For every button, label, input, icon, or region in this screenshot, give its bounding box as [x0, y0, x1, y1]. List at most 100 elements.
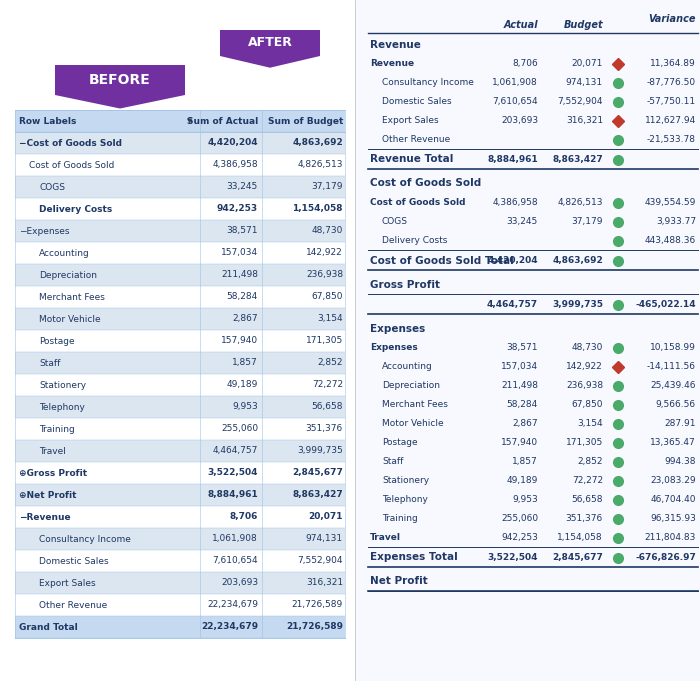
Bar	[15, 484, 345, 506]
Text: 316,321: 316,321	[566, 116, 603, 125]
Text: -676,826.97: -676,826.97	[635, 553, 696, 562]
Text: Revenue Total: Revenue Total	[370, 155, 454, 165]
Text: 20,071: 20,071	[309, 513, 343, 522]
Text: 211,498: 211,498	[501, 381, 538, 390]
Text: 157,034: 157,034	[221, 249, 258, 257]
Text: 157,940: 157,940	[501, 438, 538, 447]
Text: 236,938: 236,938	[566, 381, 603, 390]
Text: 203,693: 203,693	[501, 116, 538, 125]
Text: 236,938: 236,938	[306, 270, 343, 279]
Text: Consultancy Income: Consultancy Income	[39, 535, 131, 543]
Text: Stationery: Stationery	[382, 476, 429, 485]
Text: Cost of Goods Sold: Cost of Goods Sold	[370, 178, 482, 189]
Text: Postage: Postage	[382, 438, 418, 447]
Text: 4,464,757: 4,464,757	[487, 300, 538, 309]
Text: 56,658: 56,658	[571, 495, 603, 504]
Text: Cost of Goods Sold Total: Cost of Goods Sold Total	[370, 255, 514, 266]
Bar	[355, 0, 700, 681]
Text: −Cost of Goods Sold: −Cost of Goods Sold	[19, 138, 122, 148]
Text: 9,566.56: 9,566.56	[656, 400, 696, 409]
Text: 3,933.77: 3,933.77	[656, 217, 696, 226]
Text: 11,364.89: 11,364.89	[650, 59, 696, 68]
Text: 4,386,958: 4,386,958	[212, 161, 258, 170]
Text: Staff: Staff	[39, 358, 60, 368]
Text: 38,571: 38,571	[227, 227, 258, 236]
Text: Motor Vehicle: Motor Vehicle	[382, 419, 444, 428]
Bar	[15, 396, 345, 418]
Text: Row Labels: Row Labels	[19, 116, 76, 125]
Text: AFTER: AFTER	[248, 37, 293, 50]
Bar	[15, 154, 345, 176]
Text: 33,245: 33,245	[227, 183, 258, 191]
Text: Merchant Fees: Merchant Fees	[39, 293, 105, 302]
Text: 22,234,679: 22,234,679	[207, 601, 258, 609]
Text: 1,154,058: 1,154,058	[557, 533, 603, 542]
Text: ⊕Net Profit: ⊕Net Profit	[19, 490, 76, 499]
Text: COGS: COGS	[382, 217, 408, 226]
Bar	[15, 308, 345, 330]
Text: Expenses Total: Expenses Total	[370, 552, 458, 563]
Text: 439,554.59: 439,554.59	[645, 198, 696, 207]
Text: 72,272: 72,272	[572, 476, 603, 485]
Text: 287.91: 287.91	[664, 419, 696, 428]
Text: Other Revenue: Other Revenue	[39, 601, 107, 609]
Bar	[15, 550, 345, 572]
Text: 2,845,677: 2,845,677	[552, 553, 603, 562]
Text: Staff: Staff	[382, 457, 403, 466]
Text: 67,850: 67,850	[571, 400, 603, 409]
Text: Postage: Postage	[39, 336, 75, 345]
Bar	[15, 198, 345, 220]
Text: 4,420,204: 4,420,204	[207, 138, 258, 148]
Text: 58,284: 58,284	[227, 293, 258, 302]
Text: -87,776.50: -87,776.50	[647, 78, 696, 87]
Text: 2,845,677: 2,845,677	[292, 469, 343, 477]
Text: 8,863,427: 8,863,427	[293, 490, 343, 499]
Bar	[15, 220, 345, 242]
Text: 142,922: 142,922	[307, 249, 343, 257]
Bar	[15, 506, 345, 528]
Bar	[15, 528, 345, 550]
Bar	[15, 286, 345, 308]
Text: 443,488.36: 443,488.36	[645, 236, 696, 245]
Text: 8,863,427: 8,863,427	[552, 155, 603, 164]
Text: 2,852: 2,852	[318, 358, 343, 368]
Text: Telephony: Telephony	[382, 495, 428, 504]
Bar	[15, 594, 345, 616]
Text: 351,376: 351,376	[566, 514, 603, 523]
Text: Delivery Costs: Delivery Costs	[382, 236, 447, 245]
Text: 23,083.29: 23,083.29	[650, 476, 696, 485]
Polygon shape	[220, 56, 320, 67]
Bar	[15, 440, 345, 462]
Text: Merchant Fees: Merchant Fees	[382, 400, 448, 409]
Text: Grand Total: Grand Total	[19, 622, 78, 631]
Text: 4,420,204: 4,420,204	[487, 256, 538, 265]
Text: Depreciation: Depreciation	[382, 381, 440, 390]
Text: Net Profit: Net Profit	[370, 577, 428, 586]
Text: 3,154: 3,154	[578, 419, 603, 428]
Text: −Expenses: −Expenses	[19, 227, 69, 236]
Text: 3,999,735: 3,999,735	[298, 447, 343, 456]
Text: 4,863,692: 4,863,692	[293, 138, 343, 148]
Text: 56,658: 56,658	[312, 402, 343, 411]
Text: Telephony: Telephony	[39, 402, 85, 411]
Text: 316,321: 316,321	[306, 578, 343, 588]
Text: 8,706: 8,706	[512, 59, 538, 68]
Text: 1,154,058: 1,154,058	[293, 204, 343, 214]
Text: Accounting: Accounting	[39, 249, 90, 257]
Text: 22,234,679: 22,234,679	[201, 622, 258, 631]
Text: 10,158.99: 10,158.99	[650, 343, 696, 352]
Text: 171,305: 171,305	[566, 438, 603, 447]
Text: 21,726,589: 21,726,589	[292, 601, 343, 609]
Text: 72,272: 72,272	[312, 381, 343, 390]
Text: 37,179: 37,179	[571, 217, 603, 226]
Text: 3,522,504: 3,522,504	[487, 553, 538, 562]
Text: 1,061,908: 1,061,908	[212, 535, 258, 543]
Text: 48,730: 48,730	[572, 343, 603, 352]
Text: 211,804.83: 211,804.83	[645, 533, 696, 542]
Text: 2,852: 2,852	[578, 457, 603, 466]
Text: Export Sales: Export Sales	[382, 116, 439, 125]
Text: Sum of Budget: Sum of Budget	[267, 116, 343, 125]
Text: Travel: Travel	[39, 447, 66, 456]
Text: 157,034: 157,034	[501, 362, 538, 371]
Text: Travel: Travel	[370, 533, 401, 542]
